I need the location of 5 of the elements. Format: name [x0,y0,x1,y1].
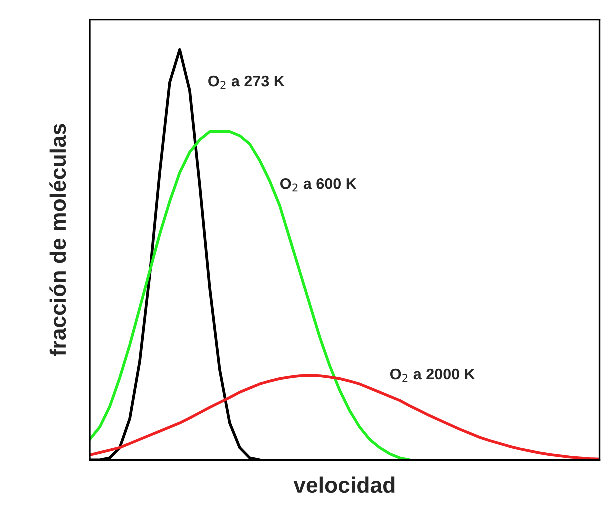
series-label: O$_{2}$ a 2000 K [390,368,476,382]
series-label: O$_{2}$ a 273 K [208,76,285,90]
x-axis-title: velocidad [294,476,395,494]
series-label: O$_{2}$ a 600 K [280,178,357,192]
y-axis-title: fracción de moléculas [50,124,66,356]
